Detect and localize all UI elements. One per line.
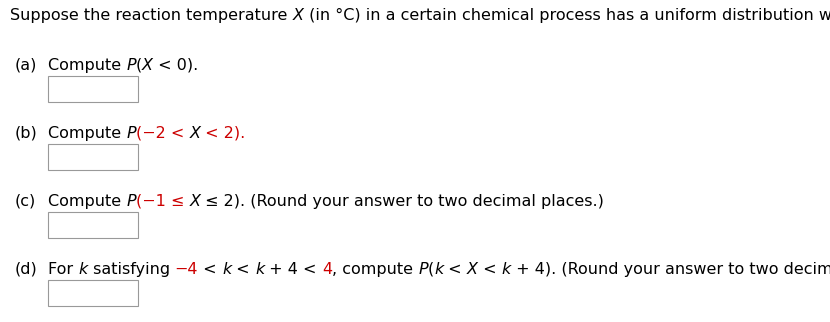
Text: −4: −4 xyxy=(175,262,198,277)
Text: k: k xyxy=(434,262,443,277)
Text: <: < xyxy=(478,262,502,277)
Text: ≤ 2). (Round your answer to two decimal places.): ≤ 2). (Round your answer to two decimal … xyxy=(200,194,604,209)
Text: (d): (d) xyxy=(15,262,37,277)
Bar xyxy=(48,212,138,238)
Text: k: k xyxy=(222,262,232,277)
Text: X: X xyxy=(189,126,200,141)
Text: <: < xyxy=(232,262,255,277)
Text: satisfying: satisfying xyxy=(87,262,175,277)
Text: Compute: Compute xyxy=(48,194,126,209)
Text: X: X xyxy=(467,262,478,277)
Text: k: k xyxy=(255,262,264,277)
Text: P: P xyxy=(126,126,136,141)
Text: Compute: Compute xyxy=(48,126,126,141)
Text: <: < xyxy=(443,262,467,277)
Text: , compute: , compute xyxy=(332,262,418,277)
Text: X: X xyxy=(292,8,304,23)
Text: P: P xyxy=(418,262,427,277)
Bar xyxy=(48,144,138,170)
Text: (a): (a) xyxy=(15,58,37,73)
Text: (in °C) in a certain chemical process has a uniform distribution with: (in °C) in a certain chemical process ha… xyxy=(304,8,830,23)
Text: (c): (c) xyxy=(15,194,37,209)
Text: + 4 <: + 4 < xyxy=(264,262,322,277)
Text: (b): (b) xyxy=(15,126,37,141)
Text: < 2).: < 2). xyxy=(200,126,246,141)
Text: (−2 <: (−2 < xyxy=(136,126,189,141)
Text: X: X xyxy=(189,194,200,209)
Text: Suppose the reaction temperature: Suppose the reaction temperature xyxy=(10,8,292,23)
Bar xyxy=(48,76,138,102)
Text: (: ( xyxy=(136,58,142,73)
Bar xyxy=(48,280,138,306)
Text: (−1 ≤: (−1 ≤ xyxy=(136,194,189,209)
Text: For: For xyxy=(48,262,78,277)
Text: P: P xyxy=(126,58,136,73)
Text: Compute: Compute xyxy=(48,58,126,73)
Text: + 4). (Round your answer to two decimal places.): + 4). (Round your answer to two decimal … xyxy=(511,262,830,277)
Text: k: k xyxy=(78,262,87,277)
Text: 4: 4 xyxy=(322,262,332,277)
Text: k: k xyxy=(502,262,511,277)
Text: X: X xyxy=(142,58,153,73)
Text: < 0).: < 0). xyxy=(153,58,198,73)
Text: P: P xyxy=(126,194,136,209)
Text: (: ( xyxy=(427,262,434,277)
Text: <: < xyxy=(198,262,222,277)
